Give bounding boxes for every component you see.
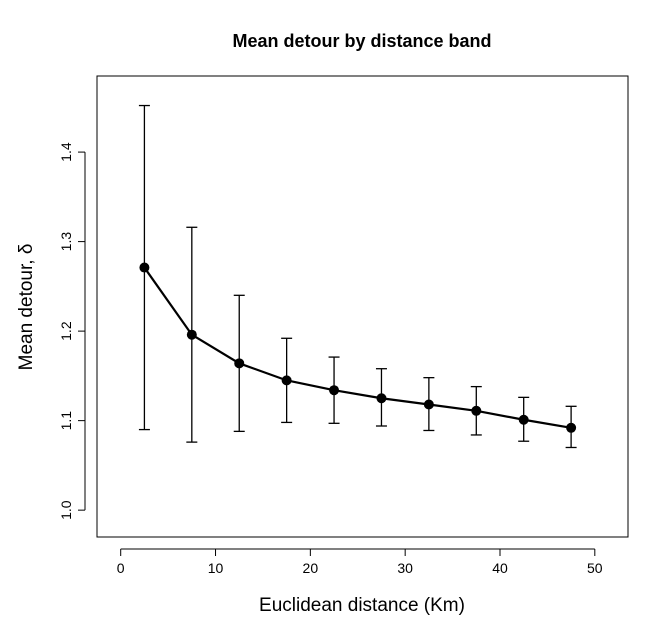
x-tick-label: 50 — [587, 560, 603, 576]
data-point — [186, 329, 197, 340]
x-tick-label: 20 — [303, 560, 319, 576]
y-tick-label: 1.2 — [58, 321, 74, 341]
y-tick-label: 1.0 — [58, 500, 74, 520]
x-axis-title: Euclidean distance (Km) — [259, 595, 465, 616]
chart-title: Mean detour by distance band — [232, 31, 491, 51]
data-point — [376, 393, 387, 404]
error-bars — [138, 104, 577, 449]
data-point — [234, 358, 245, 369]
data-point — [471, 405, 482, 416]
x-tick-label: 40 — [492, 560, 508, 576]
x-tick-label: 0 — [117, 560, 125, 576]
y-tick-label: 1.1 — [58, 411, 74, 431]
x-tick-label: 30 — [397, 560, 413, 576]
data-point — [329, 385, 340, 396]
series-line — [143, 266, 572, 429]
data-point — [518, 414, 529, 425]
data-point — [281, 375, 292, 386]
data-points — [139, 262, 577, 433]
data-point — [566, 422, 577, 433]
x-axis: 0 10 20 30 40 50 — [117, 548, 603, 576]
y-tick-label: 1.3 — [58, 232, 74, 252]
x-tick-label: 10 — [208, 560, 224, 576]
plot-frame — [96, 75, 629, 538]
y-axis-title: Mean detour, δ — [16, 244, 37, 371]
y-tick-label: 1.4 — [58, 142, 74, 162]
data-point — [423, 399, 434, 410]
data-point — [139, 262, 150, 273]
y-axis: 1.0 1.1 1.2 1.3 1.4 — [58, 142, 86, 520]
